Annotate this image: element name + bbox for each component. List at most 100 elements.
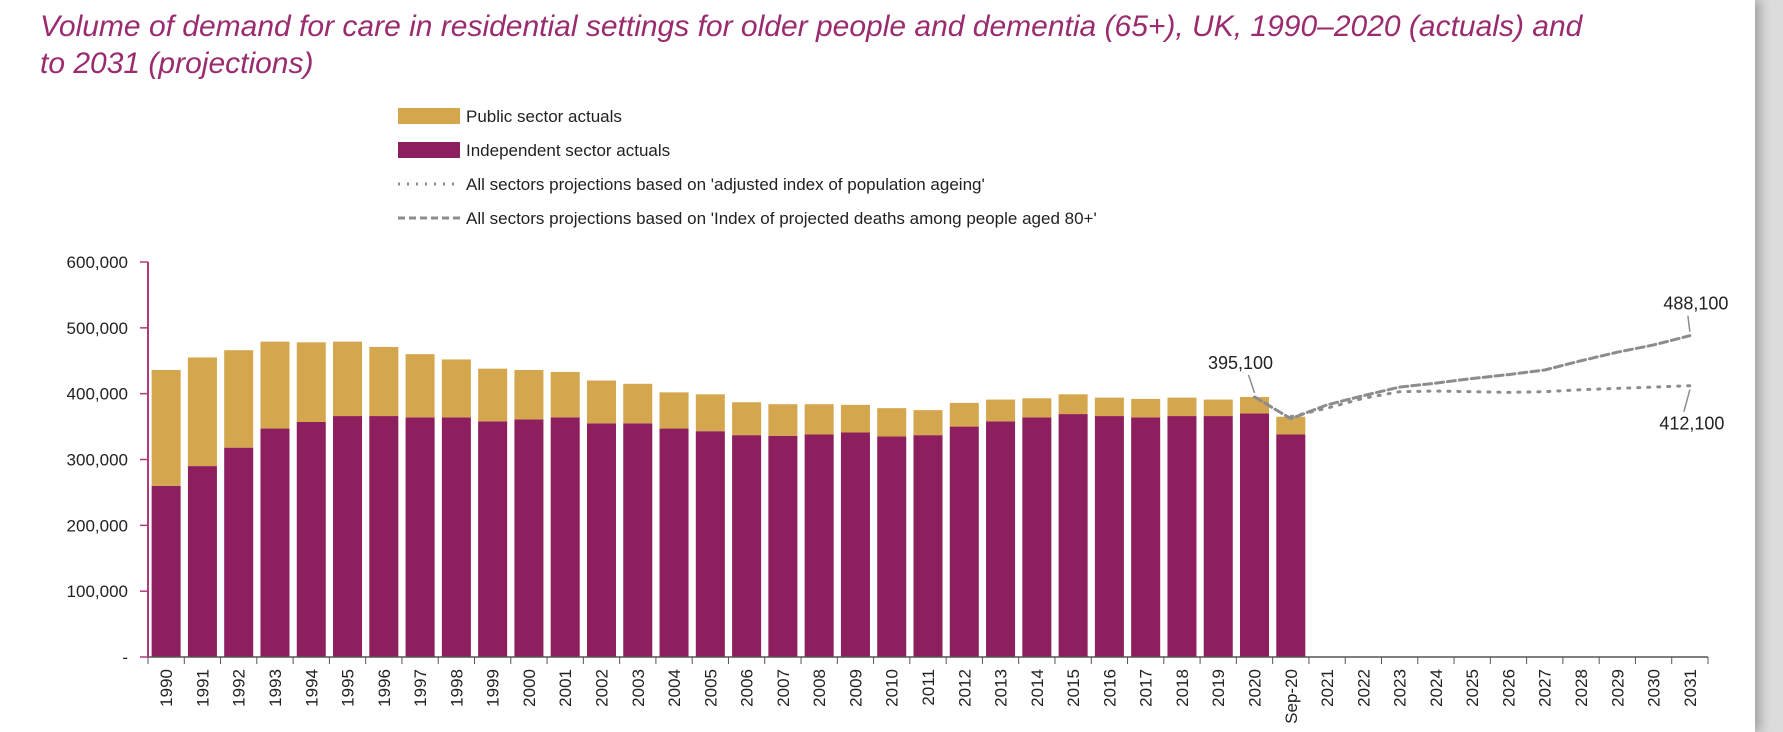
bar-public (949, 402, 979, 427)
bar-public (296, 342, 326, 422)
bar-public (441, 359, 471, 418)
x-tick-label: 1995 (339, 669, 358, 707)
bar-public (1022, 398, 1052, 418)
y-tick-label: 100,000 (67, 582, 128, 601)
y-tick-label: 600,000 (67, 253, 128, 272)
bar-public (405, 354, 435, 418)
bar-public (260, 341, 290, 429)
bar-public (1058, 394, 1088, 415)
x-tick-label: 2026 (1499, 669, 1518, 707)
x-tick-label: 1994 (302, 669, 321, 707)
bar-independent (768, 435, 798, 657)
bar-public (224, 350, 254, 448)
x-tick-label: 2015 (1064, 669, 1083, 707)
annotation-label: 412,100 (1659, 414, 1724, 434)
x-tick-label: 1992 (230, 669, 249, 707)
legend-label: Independent sector actuals (466, 141, 670, 160)
y-tick-label: 200,000 (67, 516, 128, 535)
bar-public (187, 357, 217, 467)
bar-public (1131, 398, 1161, 418)
annotation-leader (1247, 374, 1256, 394)
bar-public (623, 383, 653, 424)
bar-public (586, 380, 616, 424)
legend-label: Public sector actuals (466, 107, 622, 126)
x-tick-label: 1997 (411, 669, 430, 707)
x-tick-label: 2020 (1246, 669, 1265, 707)
legend-swatch (398, 142, 460, 158)
bar-independent (986, 421, 1016, 657)
bar-public (659, 392, 689, 429)
legend-label: All sectors projections based on 'adjust… (466, 175, 985, 194)
bar-independent (187, 466, 217, 657)
bar-public (514, 369, 544, 420)
x-tick-label: 2016 (1100, 669, 1119, 707)
legend-swatch (398, 108, 460, 124)
x-tick-label: 2021 (1318, 669, 1337, 707)
bar-independent (840, 432, 870, 657)
bar-independent (623, 423, 653, 657)
bar-independent (441, 417, 471, 657)
x-tick-label: 2030 (1645, 669, 1664, 707)
bar-public (913, 410, 943, 436)
chart-title: Volume of demand for care in residential… (40, 10, 1583, 80)
bar-independent (586, 423, 616, 657)
x-tick-label: 2024 (1427, 669, 1446, 707)
bar-independent (913, 435, 943, 657)
x-tick-label: 2008 (810, 669, 829, 707)
annotation-leader (1683, 389, 1691, 412)
x-tick-label: 2009 (846, 669, 865, 707)
x-tick-label: 2013 (992, 669, 1011, 707)
x-tick-label: 2031 (1681, 669, 1700, 707)
bar-independent (478, 421, 508, 657)
y-tick-label: 500,000 (67, 319, 128, 338)
bar-public (732, 402, 762, 436)
bar-independent (1058, 414, 1088, 657)
bar-public (877, 408, 907, 437)
x-tick-label: 2017 (1137, 669, 1156, 707)
bar-public (1203, 399, 1233, 417)
bar-public (478, 368, 508, 422)
bar-public (1240, 396, 1270, 414)
bar-public (768, 404, 798, 436)
bar-independent (1131, 417, 1161, 657)
bar-independent (1240, 413, 1270, 657)
y-tick-label: - (122, 648, 128, 667)
bar-independent (695, 431, 725, 657)
x-tick-label: 2019 (1209, 669, 1228, 707)
bar-public (1276, 416, 1306, 435)
bar-independent (151, 485, 181, 657)
bar-public (695, 394, 725, 432)
bar-independent (1022, 417, 1052, 657)
bar-public (1167, 397, 1197, 417)
x-tick-label: 2014 (1028, 669, 1047, 707)
bar-independent (659, 428, 689, 657)
legend-label: All sectors projections based on 'Index … (466, 209, 1097, 228)
x-tick-label: 2005 (701, 669, 720, 707)
bar-independent (1167, 416, 1197, 657)
x-tick-label: 2025 (1463, 669, 1482, 707)
y-tick-label: 400,000 (67, 385, 128, 404)
bar-public (550, 371, 580, 418)
bar-independent (877, 436, 907, 657)
x-tick-label: 2001 (556, 669, 575, 707)
annotation-label: 395,100 (1208, 353, 1273, 373)
bar-public (804, 404, 834, 435)
x-tick-label: 1996 (375, 669, 394, 707)
bar-independent (1094, 416, 1124, 657)
x-tick-label: 2018 (1173, 669, 1192, 707)
x-tick-label: 2011 (919, 669, 938, 706)
bar-independent (260, 428, 290, 657)
bar-public (986, 399, 1016, 422)
x-tick-label: 2010 (883, 669, 902, 707)
y-tick-label: 300,000 (67, 451, 128, 470)
x-tick-label: 2002 (592, 669, 611, 707)
bar-public (840, 404, 870, 433)
bar-independent (804, 434, 834, 657)
bar-independent (1203, 416, 1233, 657)
x-tick-label: 2029 (1608, 669, 1627, 707)
bar-independent (405, 417, 435, 657)
x-tick-label: 1999 (484, 669, 503, 707)
x-tick-label: 1998 (447, 669, 466, 707)
x-tick-label: 1993 (266, 669, 285, 707)
